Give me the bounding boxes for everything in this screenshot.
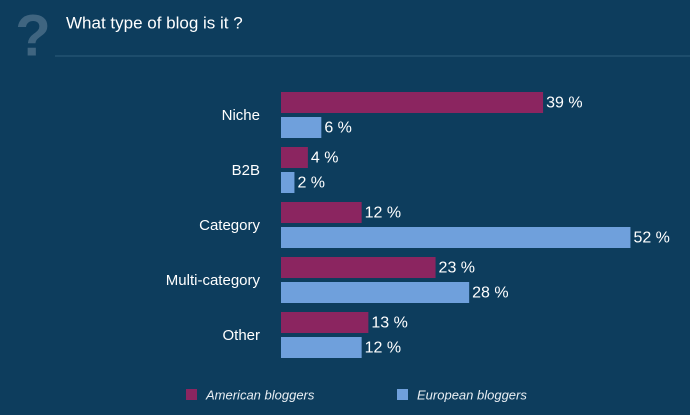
- value-label: 13 %: [371, 315, 407, 332]
- bar: [281, 92, 544, 113]
- value-label: 28 %: [472, 285, 508, 302]
- category-label: B2B: [232, 162, 260, 179]
- category-label: Niche: [222, 107, 260, 124]
- value-label: 12 %: [365, 340, 401, 357]
- category-label: Category: [199, 217, 260, 234]
- value-label: 12 %: [365, 205, 401, 222]
- value-label: 4 %: [311, 150, 339, 167]
- bar: [281, 312, 369, 333]
- bar: [281, 117, 322, 138]
- legend-swatch: [186, 389, 197, 400]
- bar: [281, 202, 362, 223]
- legend-swatch: [397, 389, 408, 400]
- category-label: Other: [222, 327, 260, 344]
- bar: [281, 257, 436, 278]
- value-label: 23 %: [439, 260, 475, 277]
- bar: [281, 282, 470, 303]
- value-label: 39 %: [546, 95, 582, 112]
- bar: [281, 227, 631, 248]
- bar: [281, 147, 308, 168]
- value-label: 6 %: [324, 120, 352, 137]
- legend-label: American bloggers: [205, 387, 315, 402]
- value-label: 52 %: [633, 230, 669, 247]
- category-label: Multi-category: [166, 272, 261, 289]
- bar: [281, 172, 295, 193]
- question-icon: ?: [15, 3, 50, 68]
- bar: [281, 337, 362, 358]
- legend-label: European bloggers: [417, 387, 527, 402]
- chart-title: What type of blog is it ?: [66, 13, 243, 32]
- value-label: 2 %: [297, 175, 325, 192]
